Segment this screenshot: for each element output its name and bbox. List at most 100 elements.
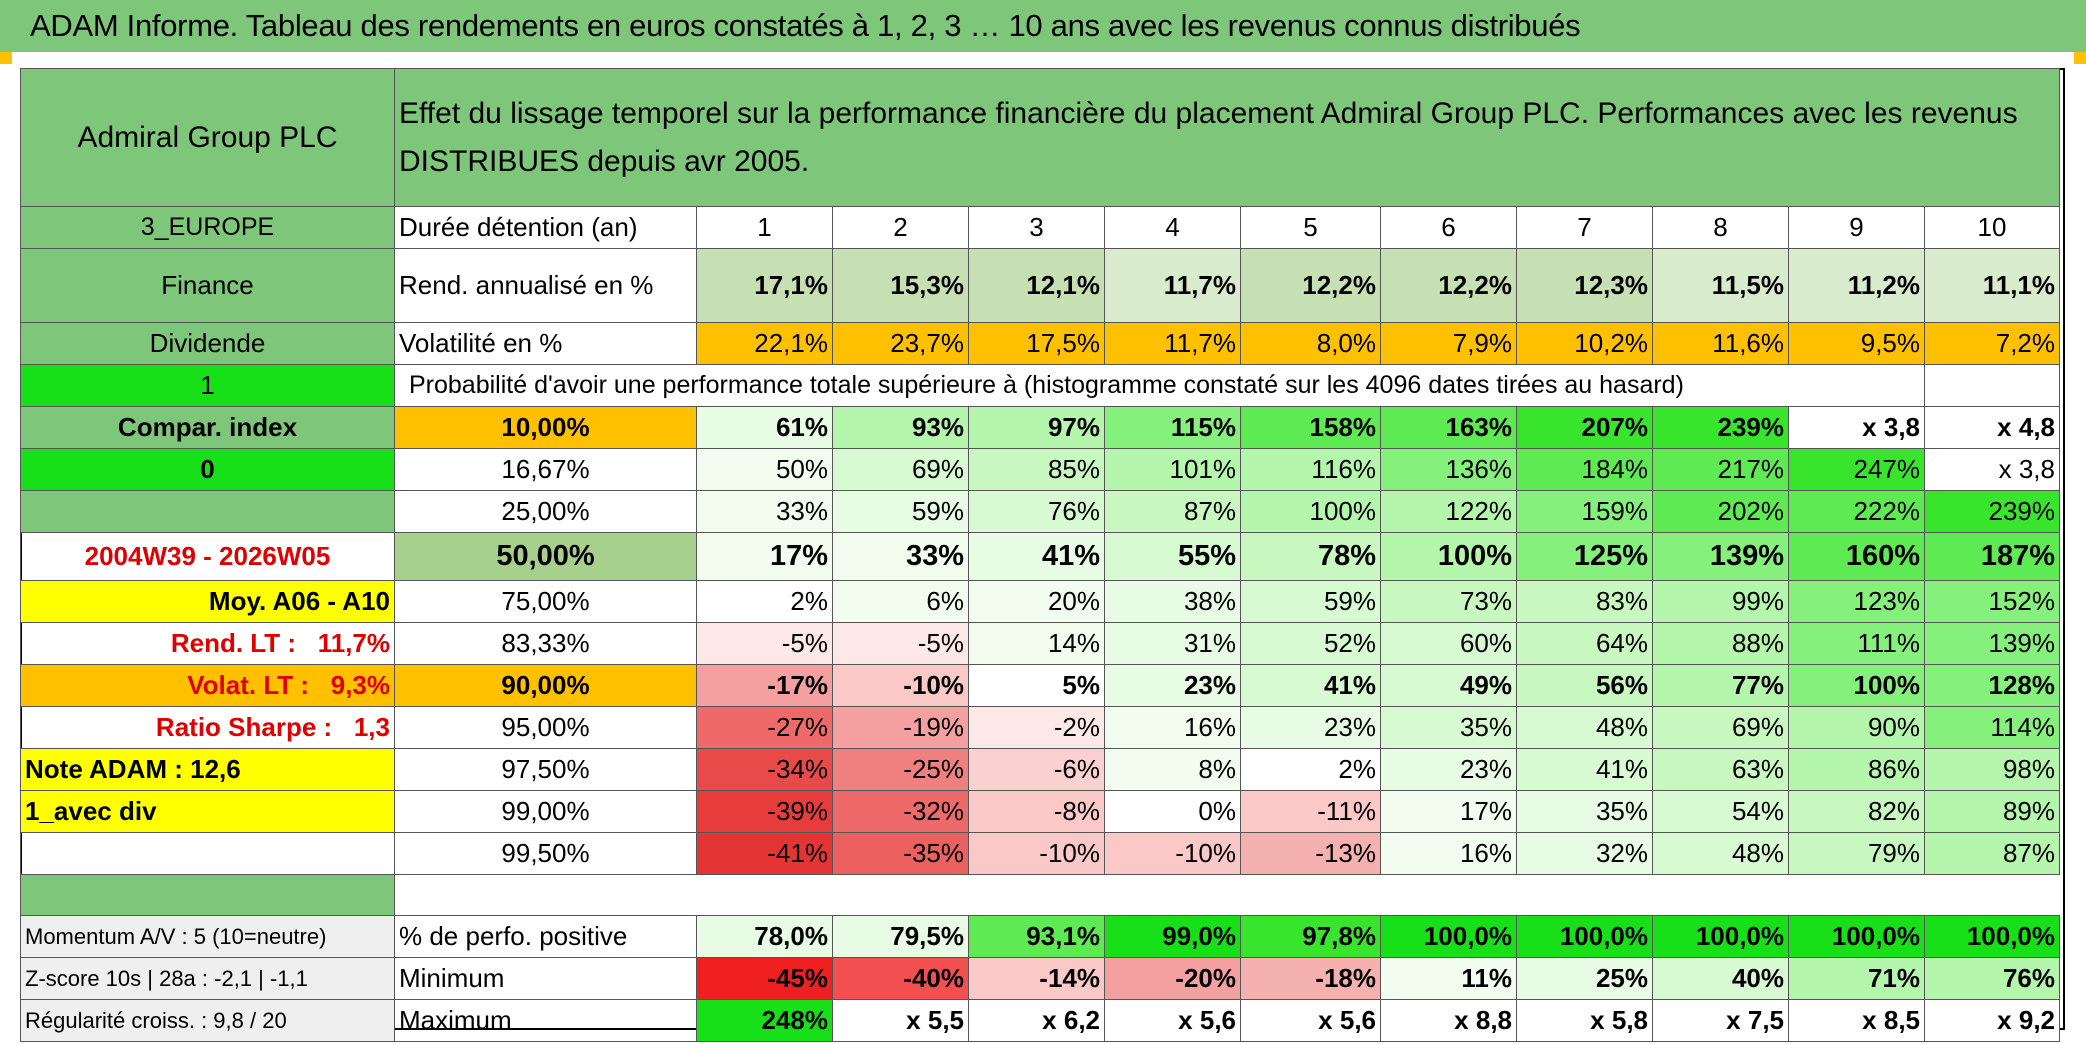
proba-value: 61% [696,406,833,449]
year-header: 8 [1652,206,1789,249]
minimum-value: -40% [832,957,969,1000]
proba-label: Probabilité d'avoir une performance tota… [394,364,1925,407]
proba-value: -25% [832,748,969,791]
proba-value: -34% [696,748,833,791]
maximum-value: 248% [696,999,833,1042]
type-label: Dividende [20,322,395,365]
proba-value: 98% [1924,748,2060,791]
proba-value: 41% [1240,664,1381,707]
table-row: Compar. index 10,00% 61% 93% 97% 115% 158% 163%… [20,406,2060,449]
probability-threshold: 99,00% [394,790,697,833]
proba-value: 23% [1104,664,1241,707]
proba-value: 100% [1240,490,1381,533]
minimum-value: 11% [1380,957,1517,1000]
positive-label: % de perfo. positive [394,915,697,958]
proba-value: 114% [1924,706,2060,749]
probability-threshold: 97,50% [394,748,697,791]
rend-label: Rend. annualisé en % [394,248,697,323]
proba-value: 73% [1380,580,1517,623]
blank-cell [1924,364,2060,407]
proba-value: 222% [1788,490,1925,533]
proba-value: 23% [1240,706,1381,749]
volat-lt-label: Volat. LT : [187,670,310,700]
flag-one: 1 [20,364,395,407]
proba-value: 152% [1924,580,2060,623]
minimum-value: -14% [968,957,1105,1000]
table-row: Z-score 10s | 28a : -2,1 | -1,1 Minimum -4… [20,957,2060,1000]
minimum-value: 71% [1788,957,1925,1000]
period-label: 2004W39 - 2026W05 [20,532,395,581]
proba-value: 202% [1652,490,1789,533]
rend-value: 17,1% [696,248,833,323]
probability-threshold: 99,50% [394,832,697,875]
proba-value: 63% [1652,748,1789,791]
rend-lt-value: 11,7% [317,628,390,658]
proba-value: -10% [1104,832,1241,875]
proba-value: 82% [1788,790,1925,833]
proba-value: 59% [1240,580,1381,623]
proba-value: 163% [1380,406,1517,449]
proba-value: -35% [832,832,969,875]
year-header: 1 [696,206,833,249]
table-row: 0 16,67% 50% 69% 85% 101% 116% 136% 184% 217% 247%… [20,448,2060,491]
proba-value: -32% [832,790,969,833]
proba-value: 52% [1240,622,1381,665]
proba-value: 76% [968,490,1105,533]
proba-value: 239% [1924,490,2060,533]
minimum-value: 40% [1652,957,1789,1000]
rend-value: 12,2% [1240,248,1381,323]
proba-value: 41% [968,532,1105,581]
proba-value: 16% [1104,706,1241,749]
proba-value: 97% [968,406,1105,449]
proba-value: 93% [832,406,969,449]
proba-value: 90% [1788,706,1925,749]
table-row: Régularité croiss. : 9,8 / 20 Maximum 248%… [20,999,2060,1042]
proba-value: 33% [696,490,833,533]
performance-table: Admiral Group PLC Effet du lissage tempor… [20,68,2060,1042]
probability-threshold: 95,00% [394,706,697,749]
volat-lt: Volat. LT : 9,3% [20,664,395,707]
proba-value: 87% [1104,490,1241,533]
proba-value: 88% [1652,622,1789,665]
proba-value: 86% [1788,748,1925,791]
proba-value: 8% [1104,748,1241,791]
proba-value: 207% [1516,406,1653,449]
proba-value: -5% [696,622,833,665]
maximum-value: x 5,6 [1240,999,1381,1042]
regularite-label: Régularité croiss. : 9,8 / 20 [20,999,395,1042]
positive-value: 100,0% [1652,915,1789,958]
volat-value: 11,7% [1104,322,1241,365]
minimum-value: 76% [1924,957,2060,1000]
proba-value: 56% [1516,664,1653,707]
maximum-value: x 5,8 [1516,999,1653,1042]
positive-value: 100,0% [1924,915,2060,958]
proba-value: 50% [696,448,833,491]
proba-value: x 3,8 [1924,448,2060,491]
proba-value: -19% [832,706,969,749]
proba-value: 99% [1652,580,1789,623]
proba-value: 184% [1516,448,1653,491]
proba-value: 49% [1380,664,1517,707]
blank-green [20,490,395,533]
table-row: 25,00% 33% 59% 76% 87% 100% 122% 159% 202% 222% 23… [20,490,2060,533]
minimum-value: -20% [1104,957,1241,1000]
volat-value: 10,2% [1516,322,1653,365]
table-row: Momentum A/V : 5 (10=neutre)% de perfo. … [20,915,2060,958]
volat-label: Volatilité en % [394,322,697,365]
sharpe-label: Ratio Sharpe : 1,3 [20,706,395,749]
probability-threshold: 10,00% [394,406,697,449]
proba-value: -5% [832,622,969,665]
spacer-green [20,874,395,916]
proba-value: 2% [696,580,833,623]
proba-value: 136% [1380,448,1517,491]
minimum-label: Minimum [394,957,697,1000]
proba-value: 79% [1788,832,1925,875]
proba-value: 6% [832,580,969,623]
maximum-value: x 8,5 [1788,999,1925,1042]
avec-div-label: 1_avec div [20,790,395,833]
rend-value: 11,1% [1924,248,2060,323]
sharpe-value: 1,3 [353,712,390,742]
minimum-value: -45% [696,957,833,1000]
table-row: Dividende Volatilité en % 22,1% 23,7% 17,5% 1… [20,322,2060,365]
volat-value: 11,6% [1652,322,1789,365]
